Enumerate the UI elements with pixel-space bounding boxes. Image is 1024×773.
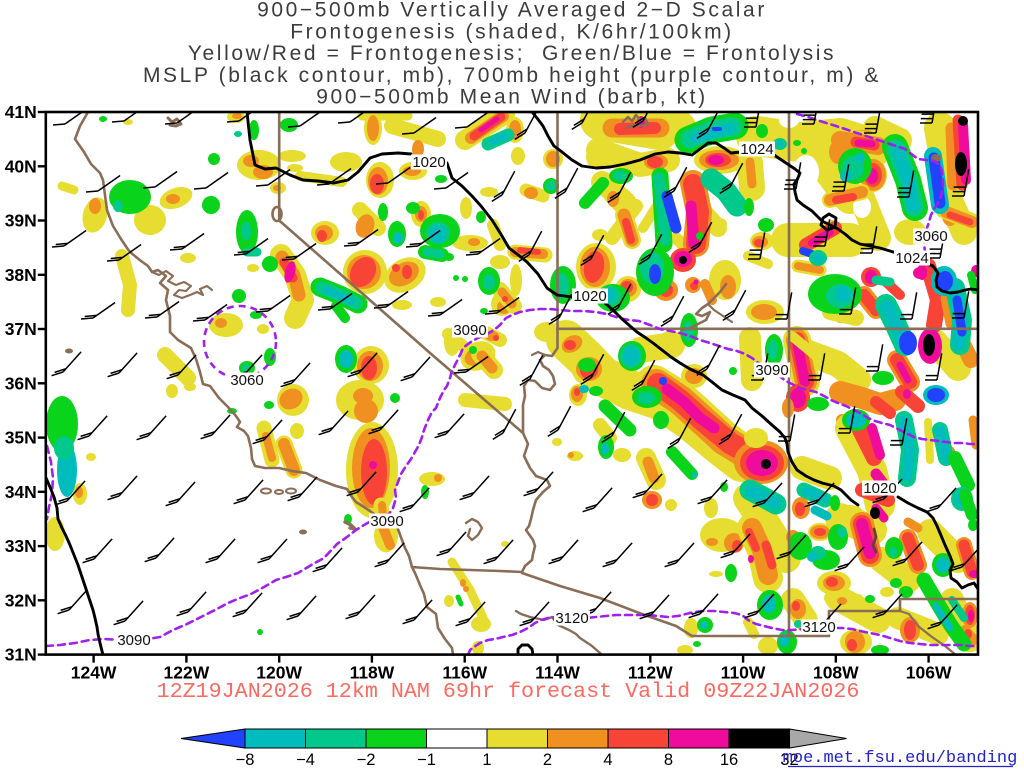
svg-text:32: 32 xyxy=(780,751,798,768)
svg-text:1020: 1020 xyxy=(573,288,606,305)
svg-text:3120: 3120 xyxy=(802,619,835,636)
svg-text:31N: 31N xyxy=(5,645,37,665)
svg-text:41N: 41N xyxy=(5,102,37,122)
svg-text:Frontogenesis (shaded, K/6hr/1: Frontogenesis (shaded, K/6hr/100km) xyxy=(290,21,734,44)
svg-text:3090: 3090 xyxy=(453,322,486,339)
svg-text:−2: −2 xyxy=(357,751,376,768)
svg-text:116W: 116W xyxy=(442,663,487,683)
svg-text:Yellow/Red = Frontogenesis; G: Yellow/Red = Frontogenesis; Green/Blue =… xyxy=(188,42,836,65)
svg-text:4: 4 xyxy=(603,751,612,768)
svg-text:3060: 3060 xyxy=(230,372,263,389)
svg-text:122W: 122W xyxy=(164,663,210,683)
svg-text:34N: 34N xyxy=(5,482,37,502)
svg-text:35N: 35N xyxy=(5,428,37,448)
svg-text:MSLP (black contour, mb), 700m: MSLP (black contour, mb), 700mb height (… xyxy=(143,64,881,87)
svg-text:moe.met.fsu.edu/banding: moe.met.fsu.edu/banding xyxy=(783,749,1018,768)
svg-text:106W: 106W xyxy=(906,663,952,683)
svg-text:1024: 1024 xyxy=(740,141,773,158)
svg-text:−4: −4 xyxy=(296,751,315,768)
svg-text:39N: 39N xyxy=(5,211,37,231)
svg-text:114W: 114W xyxy=(535,663,580,683)
svg-text:1: 1 xyxy=(482,751,491,768)
svg-text:124W: 124W xyxy=(71,663,117,683)
svg-text:36N: 36N xyxy=(5,373,37,393)
svg-text:1020: 1020 xyxy=(412,154,445,171)
svg-text:900−500mb Vertically Averaged: 900−500mb Vertically Averaged 2−D Scalar xyxy=(257,0,767,22)
svg-text:3090: 3090 xyxy=(370,513,403,530)
svg-text:2: 2 xyxy=(543,751,552,768)
svg-text:3090: 3090 xyxy=(117,632,150,649)
svg-text:37N: 37N xyxy=(5,319,37,339)
svg-text:32N: 32N xyxy=(5,590,37,610)
svg-text:108W: 108W xyxy=(813,663,859,683)
svg-text:−1: −1 xyxy=(417,751,436,768)
svg-text:8: 8 xyxy=(664,751,673,768)
svg-text:38N: 38N xyxy=(5,265,37,285)
svg-text:40N: 40N xyxy=(5,156,37,176)
svg-text:1020: 1020 xyxy=(863,480,896,497)
svg-text:118W: 118W xyxy=(350,663,395,683)
svg-text:3060: 3060 xyxy=(914,228,947,245)
svg-text:112W: 112W xyxy=(628,663,673,683)
svg-text:120W: 120W xyxy=(256,663,302,683)
svg-text:16: 16 xyxy=(720,751,738,768)
svg-text:1024: 1024 xyxy=(895,250,928,267)
svg-text:3090: 3090 xyxy=(755,362,788,379)
svg-text:−8: −8 xyxy=(236,751,255,768)
svg-text:900−500mb Mean Wind (barb, kt): 900−500mb Mean Wind (barb, kt) xyxy=(316,86,707,109)
svg-text:33N: 33N xyxy=(5,536,37,556)
svg-text:12Z19JAN2026 12km NAM 69hr for: 12Z19JAN2026 12km NAM 69hr forecast Vali… xyxy=(157,679,860,704)
svg-text:3120: 3120 xyxy=(555,610,588,627)
svg-text:110W: 110W xyxy=(721,663,766,683)
